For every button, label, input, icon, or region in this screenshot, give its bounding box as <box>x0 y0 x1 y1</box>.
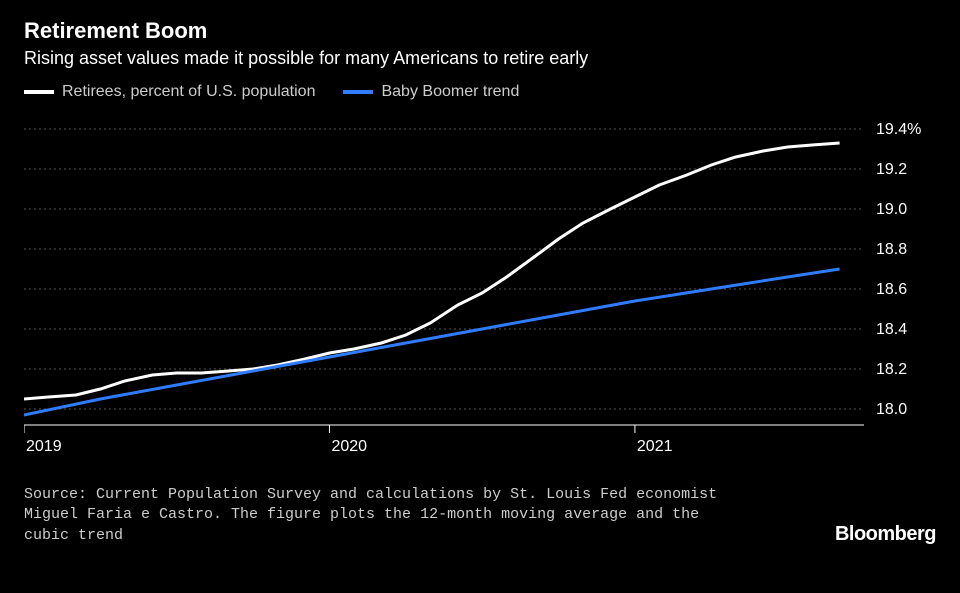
x-tick-label: 2020 <box>331 438 367 455</box>
legend-label-retirees: Retirees, percent of U.S. population <box>62 83 315 101</box>
y-tick-label: 18.4 <box>876 321 907 338</box>
legend-label-boomer: Baby Boomer trend <box>381 83 519 101</box>
y-tick-label: 18.8 <box>876 241 907 258</box>
x-tick-label: 2021 <box>637 438 673 455</box>
series-retirees <box>24 143 840 399</box>
series-boomer-trend <box>24 269 840 415</box>
y-tick-label: 19.4% <box>876 121 921 138</box>
brand-logo: Bloomberg <box>835 523 936 546</box>
legend-swatch-boomer <box>343 90 373 94</box>
chart-legend: Retirees, percent of U.S. population Bab… <box>24 83 936 101</box>
chart-plot-area: 18.0 18.2 18.4 18.6 18.8 19.0 19.2 19.4% 2019 202… <box>24 109 936 469</box>
legend-item-boomer: Baby Boomer trend <box>343 83 519 101</box>
chart-title: Retirement Boom <box>24 18 936 44</box>
y-tick-label: 18.2 <box>876 361 907 378</box>
chart-subtitle: Rising asset values made it possible for… <box>24 48 936 69</box>
x-tick-label: 2019 <box>26 438 62 455</box>
chart-footer: Source: Current Population Survey and ca… <box>24 485 936 546</box>
chart-container: Retirement Boom Rising asset values made… <box>0 0 960 593</box>
legend-swatch-retirees <box>24 90 54 94</box>
y-tick-label: 18.0 <box>876 401 907 418</box>
legend-item-retirees: Retirees, percent of U.S. population <box>24 83 315 101</box>
chart-svg: 18.0 18.2 18.4 18.6 18.8 19.0 19.2 19.4% 2019 202… <box>24 109 936 469</box>
source-text: Source: Current Population Survey and ca… <box>24 485 744 546</box>
y-tick-label: 19.2 <box>876 161 907 178</box>
y-tick-label: 19.0 <box>876 201 907 218</box>
y-tick-label: 18.6 <box>876 281 907 298</box>
